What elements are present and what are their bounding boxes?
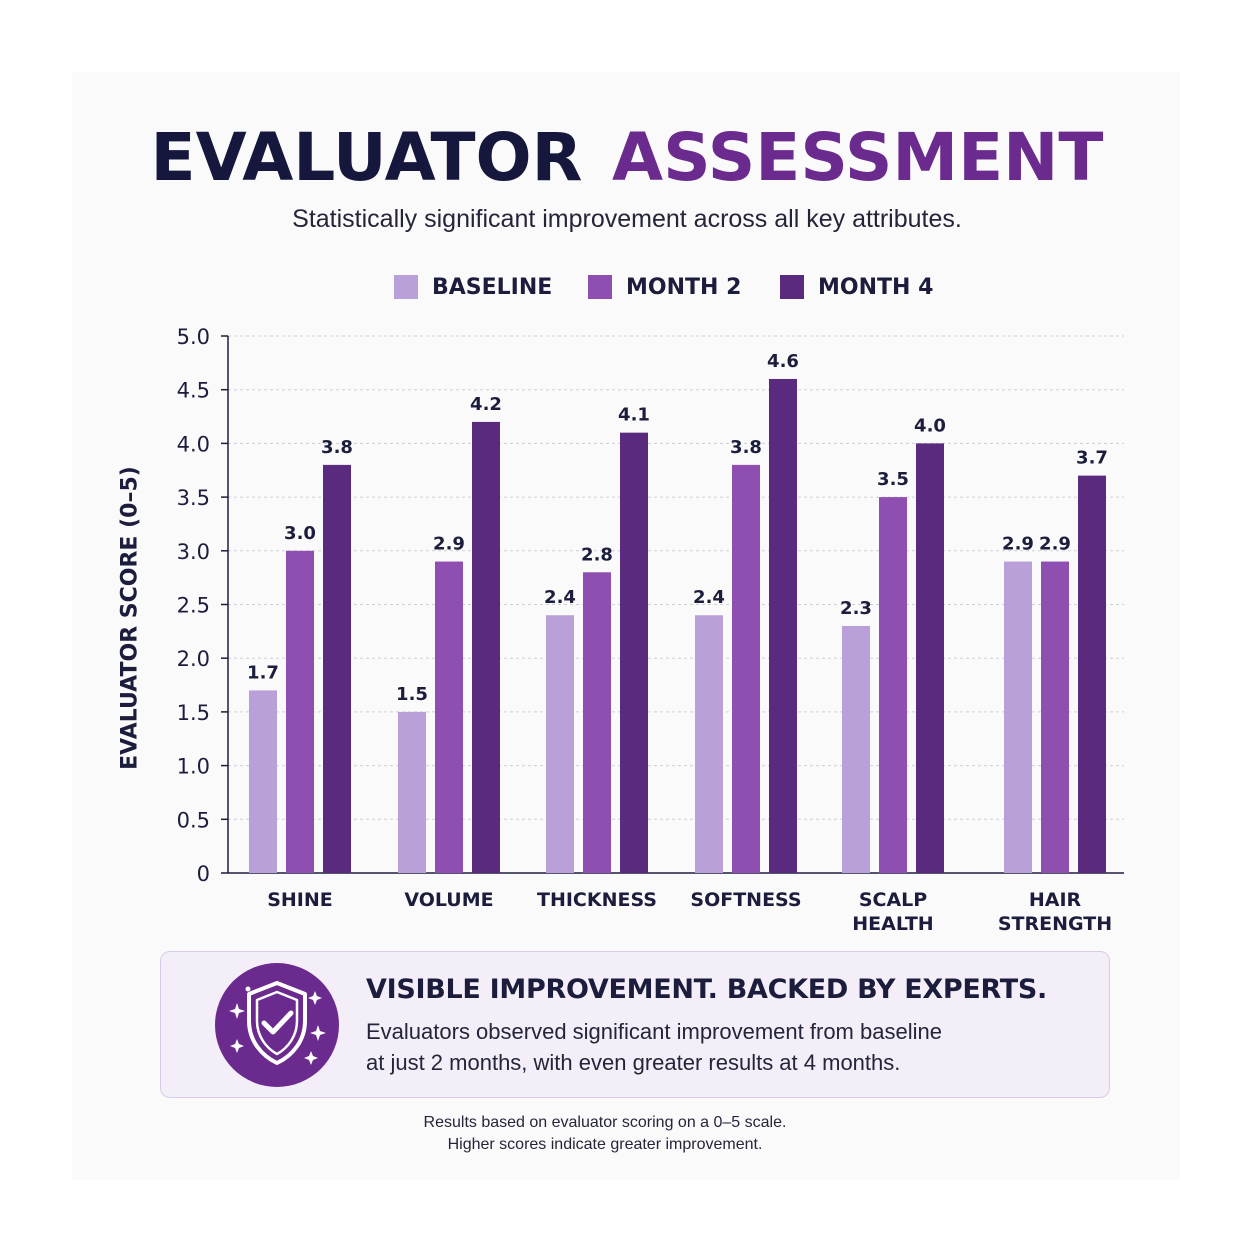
legend-label-month4: MONTH 4 [818, 274, 934, 300]
data-label: 3.0 [284, 523, 316, 544]
data-label: 4.1 [618, 405, 650, 426]
bar-baseline [398, 711, 426, 873]
callout-line-1: Evaluators observed significant improvem… [366, 1019, 942, 1044]
data-label: 1.7 [247, 662, 279, 683]
legend-item-month2: MONTH 2 [588, 270, 741, 304]
x-category-label: THICKNESS [537, 889, 657, 911]
chart-legend: BASELINE MONTH 2 MONTH 4 [0, 270, 1254, 304]
bar-month-4 [916, 443, 944, 873]
data-label: 2.9 [1002, 534, 1034, 555]
legend-swatch-month4 [780, 275, 804, 299]
y-tick-label: 2.0 [177, 647, 210, 671]
bar-month-2 [732, 464, 760, 873]
x-category-label: VOLUME [404, 889, 493, 911]
y-tick-label: 4.0 [177, 432, 210, 456]
data-label: 2.9 [433, 534, 465, 555]
data-label: 3.8 [730, 437, 762, 458]
shield-check-icon [229, 981, 326, 1065]
bar-month-2 [879, 497, 907, 873]
callout-body: Evaluators observed significant improvem… [366, 1016, 1066, 1078]
data-label: 2.9 [1039, 534, 1071, 555]
data-label: 4.0 [914, 415, 946, 436]
callout-line-2: at just 2 months, with even greater resu… [366, 1050, 901, 1075]
bar-baseline [1004, 561, 1032, 873]
data-label: 2.4 [693, 587, 725, 608]
footnote: Results based on evaluator scoring on a … [0, 1112, 1210, 1156]
y-tick-label: 3.0 [177, 540, 210, 564]
x-category-label: SCALP [859, 889, 927, 911]
bar-baseline [249, 690, 277, 873]
data-label: 4.6 [767, 351, 799, 372]
data-label: 2.3 [840, 598, 872, 619]
bar-baseline [842, 625, 870, 873]
y-tick-label: 5.0 [177, 325, 210, 349]
data-label: 2.8 [581, 544, 613, 565]
bar-month-4 [620, 432, 648, 873]
badge [215, 963, 339, 1087]
x-category-label: STRENGTH [998, 913, 1112, 935]
bar-baseline [546, 615, 574, 873]
bar-month-2 [1041, 561, 1069, 873]
title-part-1: EVALUATOR [150, 119, 583, 196]
x-category-label: SHINE [267, 889, 333, 911]
callout-heading: VISIBLE IMPROVEMENT. BACKED BY EXPERTS. [366, 974, 1048, 1005]
legend-swatch-baseline [394, 275, 418, 299]
data-label: 3.5 [877, 469, 909, 490]
bar-month-2 [286, 550, 314, 873]
callout-box: VISIBLE IMPROVEMENT. BACKED BY EXPERTS. … [160, 951, 1110, 1098]
title-part-2: ASSESSMENT [612, 119, 1104, 196]
y-tick-label: 1.5 [177, 701, 210, 725]
bar-baseline [695, 615, 723, 873]
x-category-label: HEALTH [852, 913, 933, 935]
x-category-label: HAIR [1029, 889, 1082, 911]
y-tick-label: 3.5 [177, 486, 210, 510]
bar-month-2 [435, 561, 463, 873]
legend-label-month2: MONTH 2 [626, 274, 742, 300]
footnote-line-1: Results based on evaluator scoring on a … [423, 1114, 787, 1131]
x-category-label: SOFTNESS [690, 889, 801, 911]
bar-month-4 [1078, 475, 1106, 873]
data-label: 1.5 [396, 684, 428, 705]
legend-label-baseline: BASELINE [432, 274, 553, 300]
bar-month-2 [583, 572, 611, 873]
y-tick-label: 0.5 [177, 808, 210, 832]
y-tick-label: 2.5 [177, 594, 210, 618]
bar-month-4 [323, 464, 351, 873]
y-tick-label: 1.0 [177, 755, 210, 779]
page-title: EVALUATOR ASSESSMENT [0, 118, 1254, 198]
legend-item-month4: MONTH 4 [780, 270, 933, 304]
footnote-line-2: Higher scores indicate greater improveme… [447, 1136, 763, 1153]
legend-item-baseline: BASELINE [394, 270, 552, 304]
data-label: 4.2 [470, 394, 502, 415]
data-label: 3.7 [1076, 448, 1108, 469]
data-label: 2.4 [544, 587, 576, 608]
data-label: 3.8 [321, 437, 353, 458]
bar-month-4 [472, 421, 500, 873]
subtitle: Statistically significant improvement ac… [292, 205, 962, 233]
bar-chart: 0 0.5 1.0 1.5 2.0 2.5 3.0 3.5 4.0 4.5 5.0 1.7 1.5 2.4… [177, 325, 1124, 935]
y-tick-label: 4.5 [177, 379, 210, 403]
bar-month-4 [769, 378, 797, 873]
legend-swatch-month2 [588, 275, 612, 299]
y-tick-label: 0 [197, 862, 210, 886]
